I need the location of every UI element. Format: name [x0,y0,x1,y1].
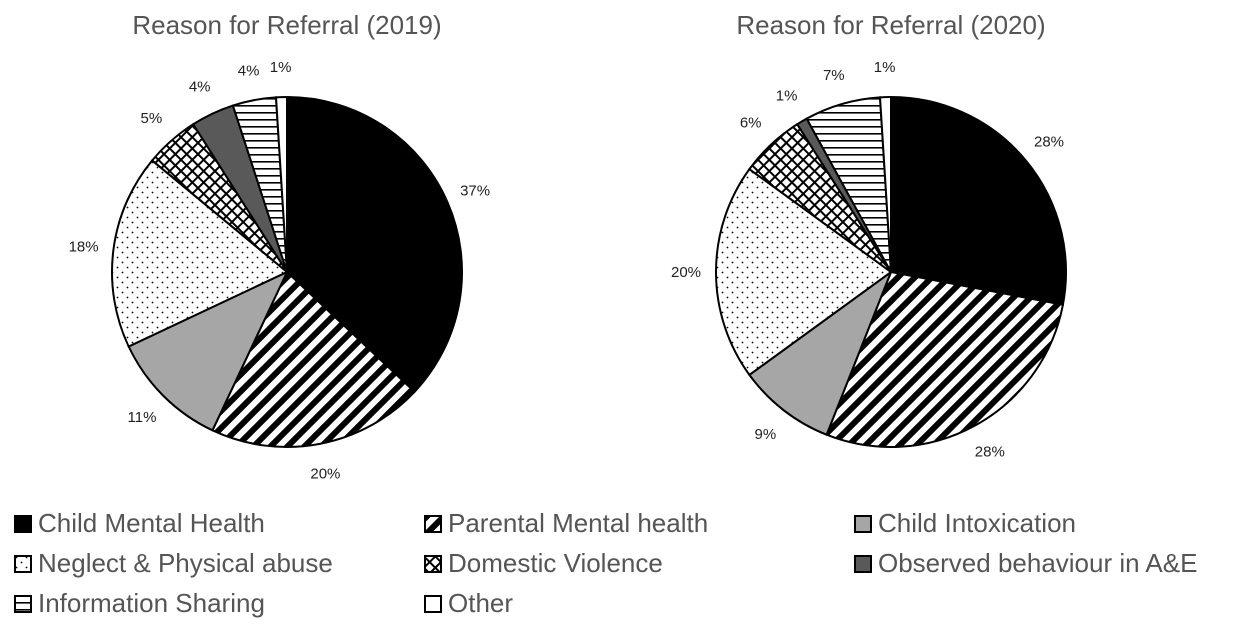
legend-swatch [424,554,442,573]
pie-slice-parental-mental-health [211,270,416,448]
legend-label: Information Sharing [38,588,265,618]
pie-slice-child-mental-health [890,95,1067,306]
data-label: 9% [755,426,777,443]
legend-swatch [14,594,32,613]
data-label: 20% [310,465,340,480]
data-label: 1% [270,59,292,76]
pie-charts-canvas: Reason for Referral (2019) 37% 20% 11% 18% 5%… [69,10,1067,480]
legend-swatch [14,554,32,573]
data-label: 28% [975,444,1005,461]
data-label: 1% [874,59,896,76]
legend-item: Neglect & Physical abuse [14,548,333,579]
pie-slice-child-intoxication [748,269,894,437]
legend-item: Observed behaviour in A&E [854,548,1197,579]
legend-item: Domestic Violence [424,548,663,579]
data-label: 4% [189,79,211,96]
legend-label: Child Intoxication [878,508,1076,538]
legend-item: Child Mental Health [14,508,265,539]
legend-label: Domestic Violence [448,548,663,578]
legend-label: Parental Mental health [448,508,709,538]
legend-item: Information Sharing [14,588,265,619]
data-label: 1% [776,88,798,105]
legend-label: Child Mental Health [38,508,265,538]
legend-item: Child Intoxication [854,508,1076,539]
pie-slice-other [274,95,288,273]
data-label: 28% [1034,133,1064,150]
data-label: 11% [128,409,157,426]
legend-item: Parental Mental health [424,508,708,539]
data-label: 18% [69,238,99,255]
data-label: 6% [740,115,762,132]
data-label: 4% [238,63,260,80]
pie-slice-other [878,95,892,273]
legend-swatch [424,594,442,613]
data-label: 5% [141,110,163,127]
pie-slice-neglect-physical-abuse [715,167,893,377]
pie-slice-neglect-physical-abuse [111,159,289,348]
pie-slice-parental-mental-health [825,270,1065,448]
legend-swatch [424,514,442,533]
legend-label: Observed behaviour in A&E [878,548,1198,578]
pie-slice-child-mental-health [286,95,464,394]
data-label: 37% [460,183,490,200]
data-label: 7% [823,67,845,84]
legend-label: Neglect & Physical abuse [38,548,333,578]
pie-chart-2019: Reason for Referral (2019) 37% 20% 11% 18% 5%… [69,10,491,480]
chart-title: Reason for Referral (2020) [736,10,1045,40]
legend-swatch [14,514,32,533]
legend-swatch [854,514,872,533]
legend-item: Other [424,588,513,619]
legend-label: Other [448,588,514,618]
data-label: 20% [671,264,701,281]
pie-chart-2020: Reason for Referral (2020) 28% 28% 9% 20% 6% 1… [671,10,1067,461]
chart-title: Reason for Referral (2019) [132,10,441,40]
pie-slice-child-intoxication [127,269,290,432]
legend-swatch [854,554,872,573]
